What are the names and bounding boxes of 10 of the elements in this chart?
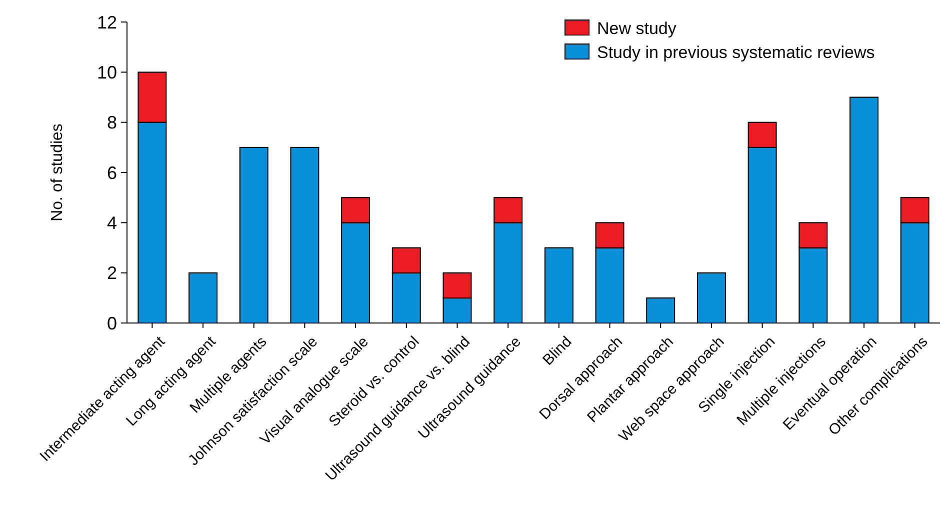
y-tick-label: 4 xyxy=(106,212,117,233)
y-axis-title: No. of studies xyxy=(49,124,66,222)
y-tick-label: 12 xyxy=(96,12,117,32)
y-tick-label: 0 xyxy=(106,313,117,334)
y-tick-label: 10 xyxy=(96,62,117,82)
legend-label: Study in previous systematic reviews xyxy=(597,42,875,62)
legend-label: New study xyxy=(597,18,677,38)
y-tick-label: 8 xyxy=(106,112,117,133)
y-tick-label: 6 xyxy=(106,162,117,183)
y-tick-label: 2 xyxy=(106,263,117,284)
